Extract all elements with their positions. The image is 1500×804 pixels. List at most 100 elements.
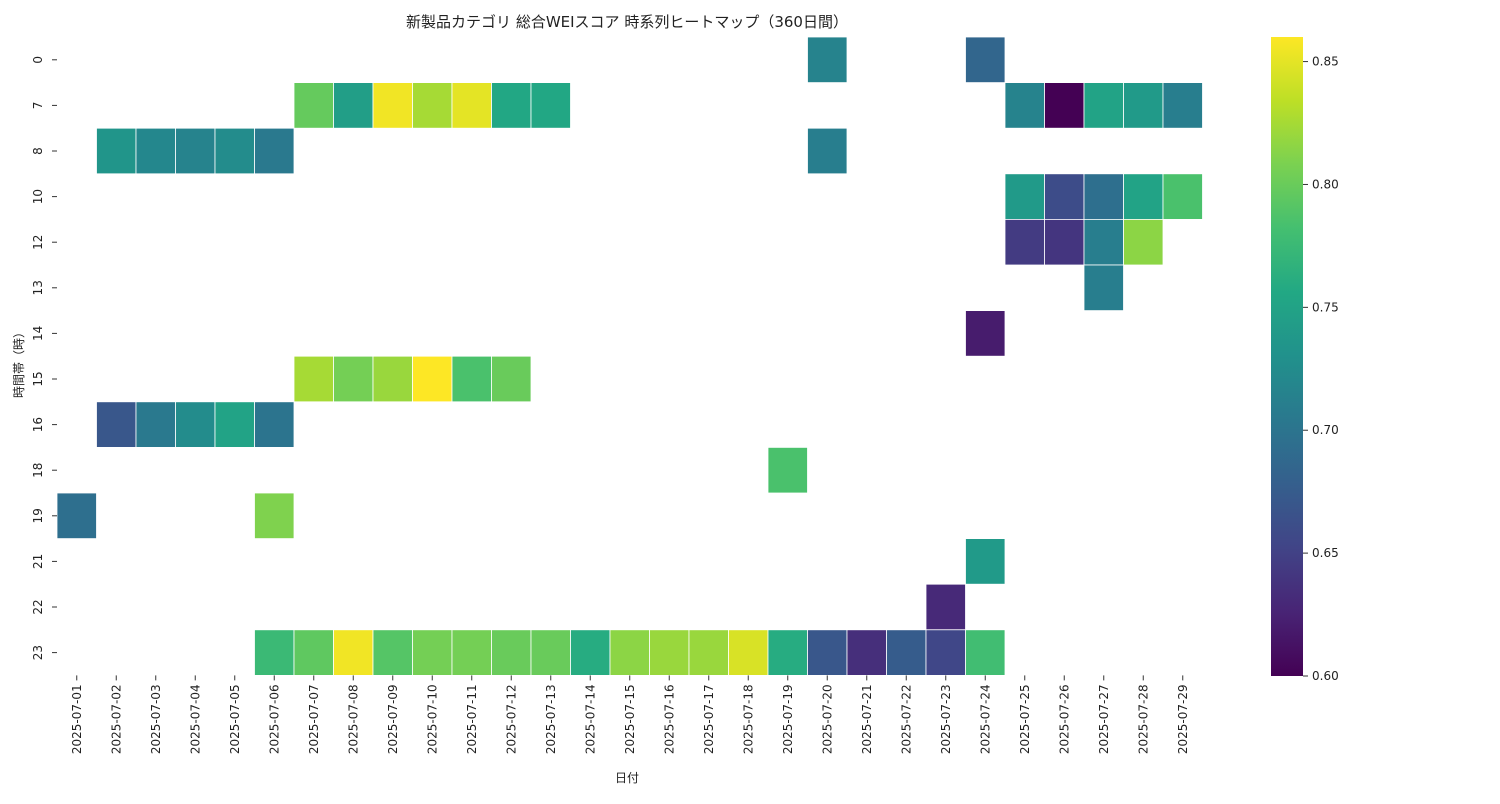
heatmap-cell <box>56 492 97 539</box>
x-tick-label: 2025-07-18 <box>741 684 755 754</box>
heatmap-cell <box>1044 82 1085 129</box>
heatmap-cell <box>1123 173 1164 220</box>
y-tick-label: 14 <box>31 326 45 341</box>
heatmap-cell <box>1083 218 1124 266</box>
heatmap-cell <box>807 629 848 676</box>
heatmap-cell <box>807 36 848 83</box>
heatmap-cell <box>609 629 650 676</box>
x-tick-label: 2025-07-23 <box>939 684 953 754</box>
heatmap-cell <box>1044 218 1085 266</box>
y-tick-label: 7 <box>31 102 45 110</box>
heatmap-cell <box>254 127 295 175</box>
x-tick-label: 2025-07-09 <box>386 684 400 754</box>
heatmap-cell <box>96 401 137 448</box>
chart-title: 新製品カテゴリ 総合WEIスコア 時系列ヒートマップ（360日間） <box>406 13 848 31</box>
x-tick-label: 2025-07-11 <box>465 684 479 754</box>
heatmap-cell <box>1004 82 1045 129</box>
x-axis-label: 日付 <box>615 771 639 785</box>
heatmap-cell <box>1162 82 1203 129</box>
heatmap-cell <box>254 629 295 676</box>
x-tick-label: 2025-07-29 <box>1176 684 1190 754</box>
x-tick-label: 2025-07-08 <box>346 684 360 754</box>
heatmap-cell <box>1083 173 1124 220</box>
y-tick-label: 23 <box>31 645 45 660</box>
x-tick-label: 2025-07-12 <box>504 684 518 754</box>
x-tick-label: 2025-07-16 <box>662 684 676 754</box>
heatmap-cell <box>1004 173 1045 220</box>
x-tick-label: 2025-07-28 <box>1136 684 1150 754</box>
heatmap-cell <box>293 355 334 403</box>
heatmap-cells <box>56 36 1203 676</box>
heatmap-cell <box>254 492 295 539</box>
y-axis-ticks: 0 7 8 10 12 13 14 15 16 18 19 21 22 23 <box>31 56 57 660</box>
y-tick-label: 22 <box>31 599 45 614</box>
heatmap-cell <box>491 629 532 676</box>
heatmap-cell <box>1123 218 1164 266</box>
x-tick-label: 2025-07-06 <box>267 684 281 754</box>
x-tick-label: 2025-07-13 <box>544 684 558 754</box>
colorbar-tick-label: 0.60 <box>1312 669 1339 683</box>
x-tick-label: 2025-07-21 <box>860 684 874 754</box>
x-tick-label: 2025-07-03 <box>149 684 163 754</box>
x-tick-label: 2025-07-17 <box>702 684 716 754</box>
heatmap-cell <box>886 629 927 676</box>
heatmap-cell <box>965 310 1006 357</box>
x-axis-ticks: 2025-07-01 2025-07-02 2025-07-03 2025-07-04… <box>70 675 1190 754</box>
x-tick-label: 2025-07-15 <box>623 684 637 754</box>
heatmap-cell <box>214 127 255 175</box>
heatmap-cell <box>412 629 453 676</box>
heatmap-cell <box>570 629 611 676</box>
heatmap-cell <box>688 629 729 676</box>
heatmap-cell <box>767 629 808 676</box>
heatmap-cell <box>372 629 413 676</box>
heatmap-cell <box>965 36 1006 83</box>
x-tick-label: 2025-07-07 <box>307 684 321 754</box>
heatmap-cell <box>254 401 295 448</box>
heatmap-cell <box>1083 264 1124 311</box>
heatmap-cell <box>372 355 413 403</box>
heatmap-cell <box>530 629 571 676</box>
heatmap-cell <box>1083 82 1124 129</box>
colorbar: 0.60 0.65 0.70 0.75 0.80 0.85 <box>1271 37 1339 683</box>
x-tick-label: 2025-07-26 <box>1057 684 1071 754</box>
heatmap-cell <box>175 127 216 175</box>
y-tick-label: 12 <box>31 235 45 250</box>
x-tick-label: 2025-07-24 <box>978 684 992 754</box>
y-tick-label: 10 <box>31 189 45 204</box>
y-tick-label: 18 <box>31 463 45 478</box>
y-tick-label: 16 <box>31 417 45 432</box>
heatmap-cell <box>451 355 492 403</box>
heatmap-cell <box>1162 173 1203 220</box>
y-tick-label: 19 <box>31 508 45 523</box>
heatmap-cell <box>372 82 413 129</box>
heatmap-cell <box>451 629 492 676</box>
heatmap-cell <box>1123 82 1164 129</box>
heatmap-cell <box>1004 218 1045 266</box>
heatmap-cell <box>925 629 966 676</box>
heatmap-cell <box>491 82 532 129</box>
heatmap-cell <box>767 446 808 494</box>
y-tick-label: 15 <box>31 371 45 386</box>
x-tick-label: 2025-07-20 <box>820 684 834 754</box>
y-axis-label: 時間帯（時） <box>12 326 26 398</box>
heatmap-cell <box>333 82 374 129</box>
heatmap-cell <box>293 82 334 129</box>
heatmap-cell <box>412 355 453 403</box>
heatmap-cell <box>214 401 255 448</box>
heatmap-cell <box>135 401 176 448</box>
heatmap-cell <box>333 629 374 676</box>
heatmap-cell <box>293 629 334 676</box>
colorbar-tick-label: 0.75 <box>1312 300 1339 314</box>
x-tick-label: 2025-07-22 <box>899 684 913 754</box>
colorbar-gradient <box>1271 37 1303 676</box>
colorbar-tick-label: 0.85 <box>1312 55 1339 69</box>
heatmap-cell <box>965 629 1006 676</box>
heatmap-cell <box>728 629 769 676</box>
heatmap-cell <box>135 127 176 175</box>
heatmap-cell <box>846 629 887 676</box>
heatmap-cell <box>925 583 966 631</box>
colorbar-tick-label: 0.70 <box>1312 423 1339 437</box>
y-tick-label: 13 <box>31 280 45 295</box>
x-tick-label: 2025-07-27 <box>1097 684 1111 754</box>
